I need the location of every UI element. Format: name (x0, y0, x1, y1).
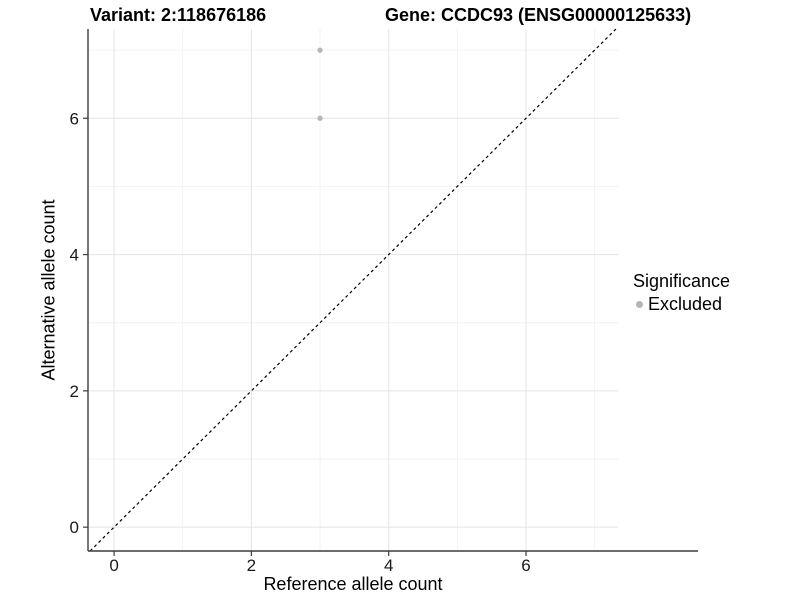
x-tick-label: 4 (384, 556, 393, 575)
x-axis-title: Reference allele count (263, 574, 443, 594)
x-tick-label: 6 (521, 556, 530, 575)
variant-title: Variant: 2:118676186 (90, 5, 267, 25)
y-axis-title: Alternative allele count (38, 199, 59, 381)
data-point (317, 47, 323, 53)
excluded-point-icon (636, 300, 643, 308)
y-tick-label: 0 (70, 518, 79, 537)
x-tick-label: 2 (247, 556, 256, 575)
legend: Significance Excluded (631, 271, 730, 314)
identity-line (89, 28, 617, 552)
gene-title: Gene: CCDC93 (ENSG00000125633) (385, 5, 692, 25)
legend-item-excluded: Excluded (631, 294, 730, 314)
x-tick-label: 0 (109, 556, 118, 575)
legend-title: Significance (633, 271, 731, 291)
data-point (317, 115, 323, 121)
y-tick-label: 2 (70, 382, 79, 401)
legend-item-label: Excluded (648, 294, 723, 314)
y-tick-label: 4 (70, 246, 79, 265)
y-tick-label: 6 (70, 109, 79, 128)
